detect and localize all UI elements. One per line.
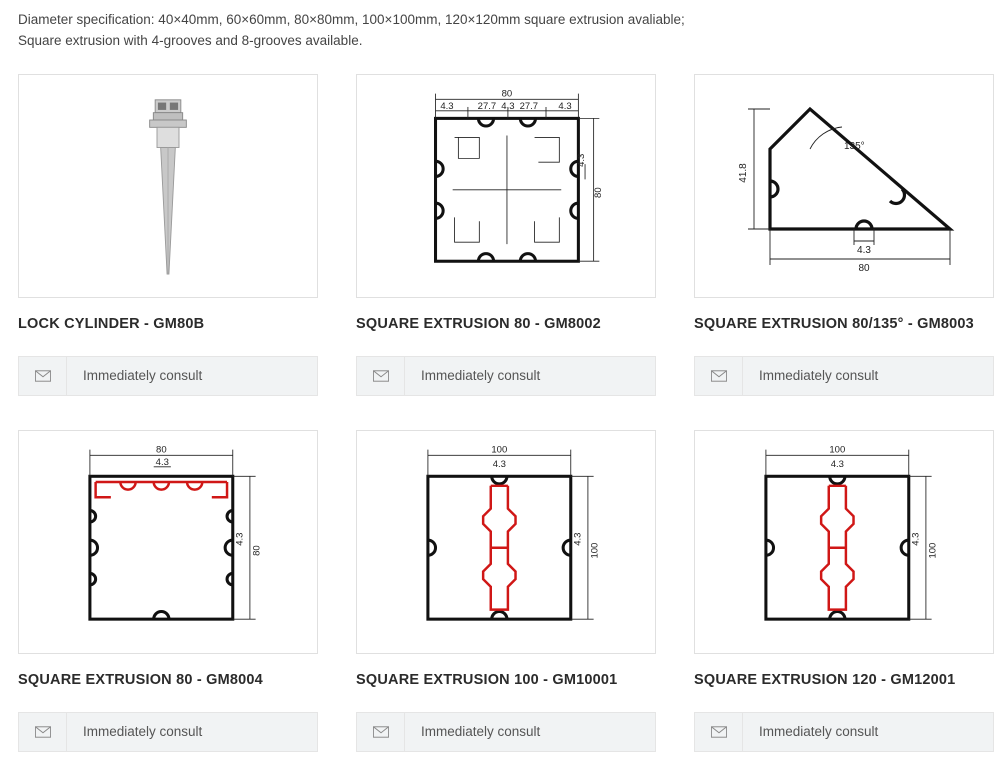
svg-text:4.3: 4.3 bbox=[910, 532, 921, 545]
product-image[interactable]: 100 4.3 100 4.3 bbox=[694, 430, 994, 654]
consult-button[interactable]: Immediately consult bbox=[18, 356, 318, 396]
svg-text:4.3: 4.3 bbox=[501, 101, 514, 112]
intro-line-2: Square extrusion with 4-grooves and 8-gr… bbox=[18, 31, 990, 52]
product-image[interactable]: 135° 41.8 4.3 80 bbox=[694, 74, 994, 298]
product-title: LOCK CYLINDER - GM80B bbox=[18, 316, 318, 332]
intro-text: Diameter specification: 40×40mm, 60×60mm… bbox=[18, 10, 990, 52]
consult-button[interactable]: Immediately consult bbox=[356, 712, 656, 752]
product-card: 135° 41.8 4.3 80 bbox=[694, 74, 994, 396]
consult-button[interactable]: Immediately consult bbox=[18, 712, 318, 752]
product-grid: LOCK CYLINDER - GM80B Immediately consul… bbox=[18, 74, 990, 752]
envelope-icon bbox=[695, 713, 743, 751]
product-image[interactable]: 100 4.3 100 4.3 bbox=[356, 430, 656, 654]
envelope-icon bbox=[19, 713, 67, 751]
svg-text:4.3: 4.3 bbox=[440, 101, 453, 112]
product-card: 80 4.3 80 4.3 SQUARE EXTRUSION 80 - GM80… bbox=[18, 430, 318, 752]
svg-text:27.7: 27.7 bbox=[478, 101, 497, 112]
svg-text:100: 100 bbox=[829, 444, 845, 455]
product-title: SQUARE EXTRUSION 80/135° - GM8003 bbox=[694, 316, 994, 332]
svg-text:4.3: 4.3 bbox=[234, 532, 245, 545]
product-card: 100 4.3 100 4.3 SQUARE EXTRUSION 100 - G… bbox=[356, 430, 656, 752]
svg-text:80: 80 bbox=[858, 263, 870, 274]
consult-label: Immediately consult bbox=[743, 724, 878, 739]
consult-label: Immediately consult bbox=[67, 368, 202, 383]
svg-text:80: 80 bbox=[502, 88, 513, 99]
svg-text:100: 100 bbox=[491, 444, 507, 455]
svg-text:80: 80 bbox=[251, 545, 262, 556]
svg-text:4.3: 4.3 bbox=[857, 245, 871, 256]
svg-text:4.3: 4.3 bbox=[572, 532, 583, 545]
svg-text:100: 100 bbox=[589, 542, 600, 558]
svg-text:27.7: 27.7 bbox=[520, 101, 539, 112]
product-image[interactable] bbox=[18, 74, 318, 298]
envelope-icon bbox=[357, 713, 405, 751]
product-title: SQUARE EXTRUSION 80 - GM8002 bbox=[356, 316, 656, 332]
svg-text:4.3: 4.3 bbox=[156, 457, 169, 468]
product-image[interactable]: 80 4.3 80 4.3 bbox=[18, 430, 318, 654]
product-card: 100 4.3 100 4.3 SQUARE EXTRUSION 120 - G… bbox=[694, 430, 994, 752]
svg-text:4.3: 4.3 bbox=[576, 154, 587, 167]
consult-button[interactable]: Immediately consult bbox=[694, 356, 994, 396]
consult-button[interactable]: Immediately consult bbox=[356, 356, 656, 396]
product-card: LOCK CYLINDER - GM80B Immediately consul… bbox=[18, 74, 318, 396]
intro-line-1: Diameter specification: 40×40mm, 60×60mm… bbox=[18, 10, 990, 31]
svg-text:135°: 135° bbox=[844, 141, 865, 152]
svg-text:4.3: 4.3 bbox=[493, 459, 506, 470]
consult-label: Immediately consult bbox=[743, 368, 878, 383]
svg-text:80: 80 bbox=[156, 444, 167, 455]
consult-label: Immediately consult bbox=[405, 724, 540, 739]
svg-text:4.3: 4.3 bbox=[831, 459, 844, 470]
svg-text:4.3: 4.3 bbox=[558, 101, 571, 112]
product-card: 80 4.3 27.7 4.3 27.7 4.3 80 4.3 SQUARE E… bbox=[356, 74, 656, 396]
envelope-icon bbox=[19, 357, 67, 395]
product-image[interactable]: 80 4.3 27.7 4.3 27.7 4.3 80 4.3 bbox=[356, 74, 656, 298]
consult-label: Immediately consult bbox=[405, 368, 540, 383]
envelope-icon bbox=[357, 357, 405, 395]
product-title: SQUARE EXTRUSION 120 - GM12001 bbox=[694, 672, 994, 688]
svg-text:80: 80 bbox=[593, 187, 604, 198]
product-title: SQUARE EXTRUSION 100 - GM10001 bbox=[356, 672, 656, 688]
svg-text:100: 100 bbox=[927, 542, 938, 558]
svg-text:41.8: 41.8 bbox=[738, 163, 749, 183]
envelope-icon bbox=[695, 357, 743, 395]
consult-button[interactable]: Immediately consult bbox=[694, 712, 994, 752]
consult-label: Immediately consult bbox=[67, 724, 202, 739]
product-title: SQUARE EXTRUSION 80 - GM8004 bbox=[18, 672, 318, 688]
